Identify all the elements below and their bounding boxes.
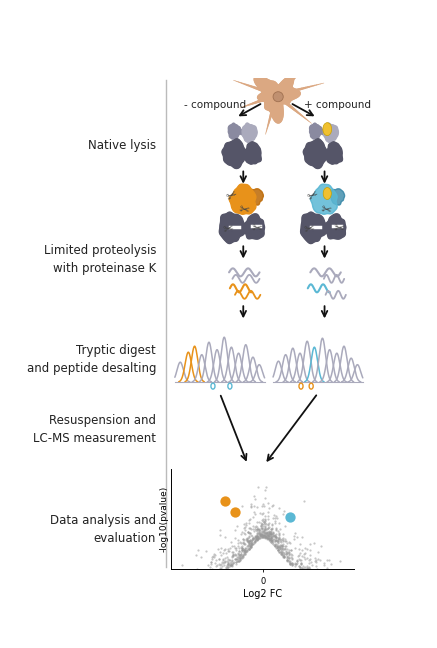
Polygon shape xyxy=(301,212,327,244)
Circle shape xyxy=(323,122,332,135)
Polygon shape xyxy=(254,76,300,123)
Polygon shape xyxy=(310,184,337,214)
Polygon shape xyxy=(219,212,246,244)
Polygon shape xyxy=(331,189,345,205)
Circle shape xyxy=(323,187,331,200)
Text: ✂: ✂ xyxy=(238,203,250,217)
Text: Limited proteolysis
with proteinase K: Limited proteolysis with proteinase K xyxy=(44,244,156,275)
Polygon shape xyxy=(242,123,257,143)
Text: + compound: + compound xyxy=(304,100,371,110)
Polygon shape xyxy=(222,139,245,168)
Text: Tryptic digest
and peptide desalting: Tryptic digest and peptide desalting xyxy=(27,344,156,375)
Polygon shape xyxy=(244,142,261,164)
Polygon shape xyxy=(325,142,343,164)
Text: ✂: ✂ xyxy=(222,222,235,237)
Text: - compound: - compound xyxy=(184,100,246,110)
Text: Data analysis and
evaluation: Data analysis and evaluation xyxy=(50,514,156,545)
Polygon shape xyxy=(250,189,264,205)
Polygon shape xyxy=(323,123,338,143)
Ellipse shape xyxy=(273,92,283,102)
Polygon shape xyxy=(303,139,326,168)
Polygon shape xyxy=(244,214,264,239)
Text: ✂: ✂ xyxy=(303,222,316,237)
Text: ✂: ✂ xyxy=(251,222,263,237)
Text: ✂: ✂ xyxy=(333,222,344,237)
Text: Resuspension and
LC-MS measurement: Resuspension and LC-MS measurement xyxy=(33,414,156,445)
Text: ✂: ✂ xyxy=(225,189,240,205)
Text: ✂: ✂ xyxy=(306,189,322,205)
Text: Native lysis: Native lysis xyxy=(88,139,156,152)
Polygon shape xyxy=(326,214,346,239)
Polygon shape xyxy=(229,184,256,214)
Polygon shape xyxy=(228,123,240,139)
Text: ✂: ✂ xyxy=(319,203,332,217)
Polygon shape xyxy=(309,123,322,139)
Polygon shape xyxy=(254,76,300,123)
